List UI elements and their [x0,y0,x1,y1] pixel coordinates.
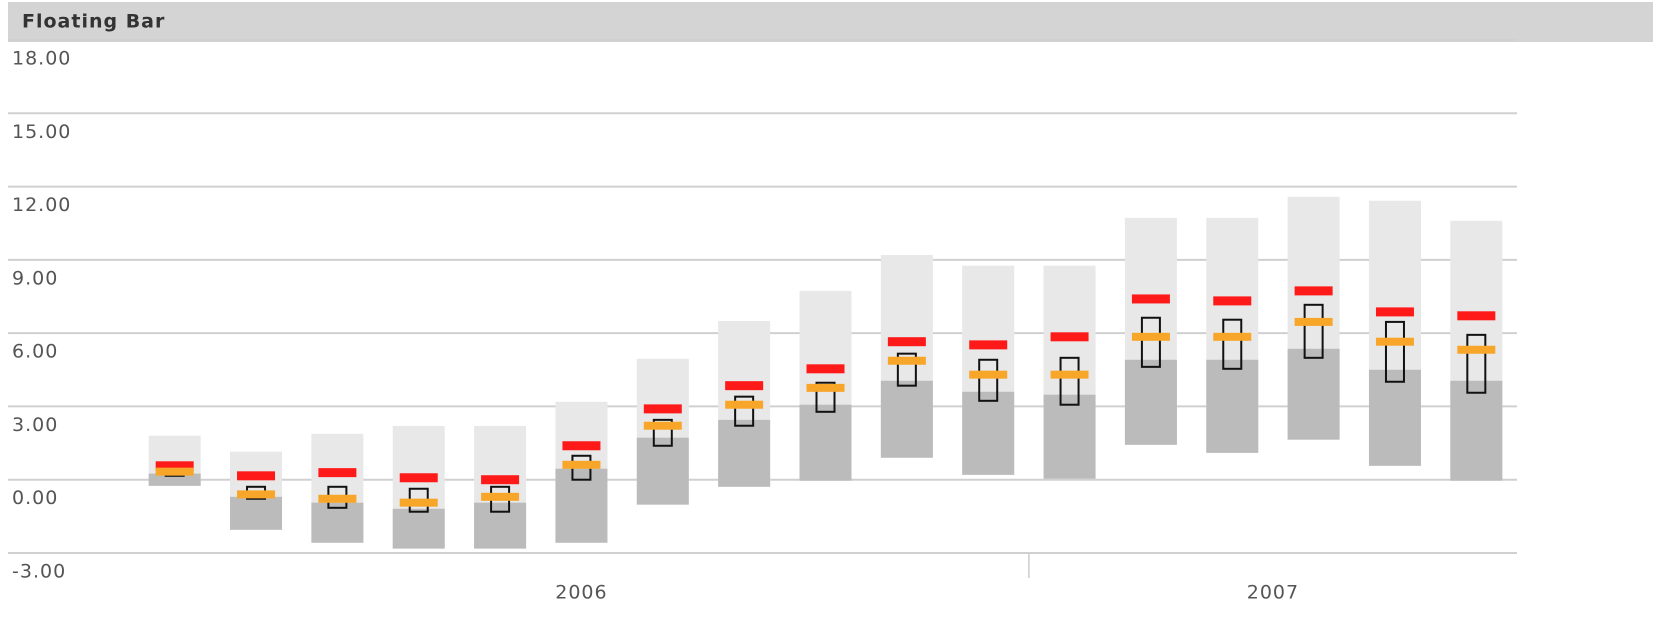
inner-bar [1124,359,1177,445]
value-marker [237,490,276,499]
target-marker [725,381,764,391]
box [652,418,673,447]
target-marker [1294,286,1333,296]
target-marker [399,473,438,483]
inner-bar [474,502,527,549]
value-marker [481,492,520,501]
box [1059,356,1080,406]
target-marker [1457,311,1496,321]
box [978,358,999,402]
inner-bar [555,468,608,543]
target-marker [643,404,682,414]
target-marker [237,471,276,481]
chart-title: Floating Bar [22,11,165,33]
value-marker [562,460,601,469]
x-group-label: 2007 [1247,582,1299,604]
inner-bar [1043,394,1096,479]
value-marker [806,383,845,392]
value-marker [1375,337,1414,346]
header-bar [8,2,1653,42]
inner-bar [636,437,689,505]
target-marker [481,475,520,485]
value-marker [887,356,926,365]
target-marker [969,340,1008,350]
value-marker [725,400,764,409]
y-tick-label: 15.00 [12,121,71,143]
inner-bar [1450,380,1503,481]
box [815,381,836,413]
x-group-label: 2006 [555,582,607,604]
value-marker [1294,317,1333,326]
box [896,352,917,387]
inner-bar [718,419,771,487]
box [1466,333,1487,394]
box [1384,320,1405,383]
target-marker [1131,294,1170,304]
inner-bar [148,473,201,486]
value-marker [318,494,357,503]
y-tick-label: 0.00 [12,487,58,509]
inner-bar [1287,348,1340,440]
target-marker [806,364,845,374]
value-marker [1457,345,1496,354]
value-marker [155,467,194,476]
box [1222,318,1243,370]
target-marker [318,468,357,478]
value-marker [1050,370,1089,379]
target-marker [1050,332,1089,342]
y-tick-label: 6.00 [12,341,58,363]
y-tick-label: 3.00 [12,414,58,436]
y-tick-label: 9.00 [12,267,58,289]
inner-bar [1368,369,1421,466]
value-marker [969,370,1008,379]
target-marker [1213,296,1252,306]
value-marker [1213,332,1252,341]
y-tick-label: 18.00 [12,48,71,70]
box [1140,316,1161,368]
y-tick-label: 12.00 [12,194,71,216]
inner-bar [962,391,1015,475]
value-marker [399,498,438,507]
box [734,395,755,427]
inner-bar [880,380,933,458]
inner-bar [311,502,364,543]
target-marker [887,337,926,347]
target-marker [1375,307,1414,317]
y-tick-label: -3.00 [12,561,66,583]
inner-bar [392,508,445,549]
inner-bar [230,496,283,530]
inner-bar [799,404,852,481]
box [1303,303,1324,359]
value-marker [643,421,682,430]
target-marker [562,441,601,451]
inner-bar [1206,359,1259,453]
value-marker [1131,332,1170,341]
target-marker [155,461,194,471]
